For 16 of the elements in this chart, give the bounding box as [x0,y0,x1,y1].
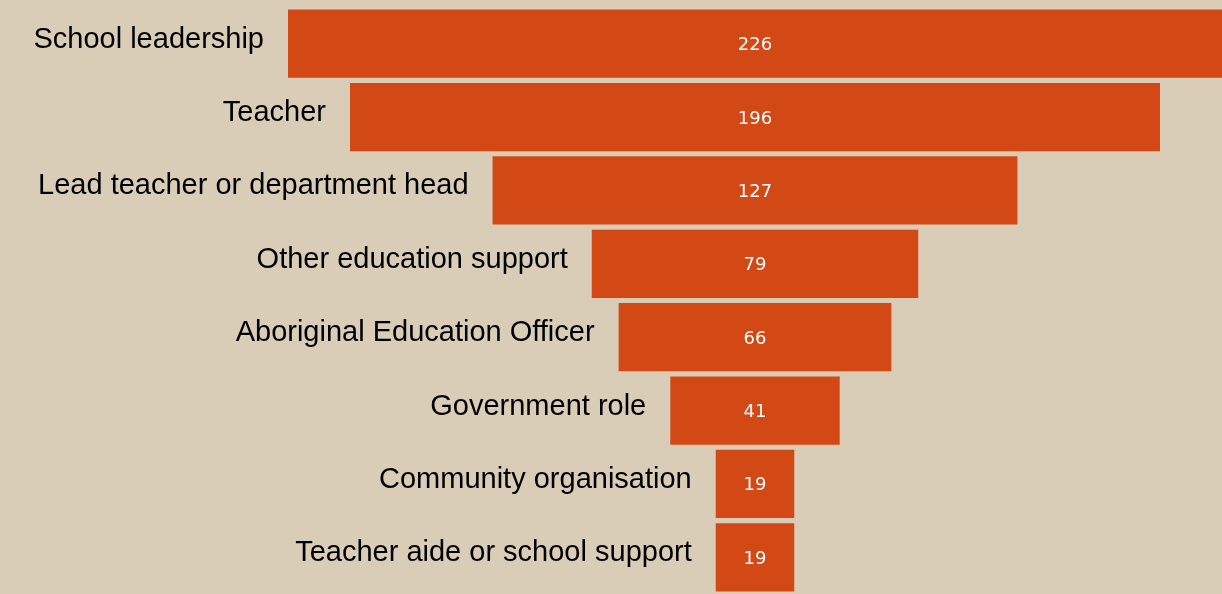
category-label: Aboriginal Education Officer [235,315,595,348]
category-label: Community organisation [379,461,692,494]
category-label: Teacher [222,95,327,128]
category-label: Lead teacher or department head [38,168,469,201]
category-label: School leadership [33,21,264,54]
data-label: 66 [743,326,767,348]
category-label: Teacher aide or school support [295,535,692,568]
category-label: Other education support [256,241,568,274]
category-label: Government role [430,388,647,421]
data-label: 127 [737,179,773,201]
data-label: 226 [737,33,773,55]
data-label: 19 [743,546,767,568]
data-label: 196 [737,106,773,128]
data-label: 79 [743,253,767,275]
data-label: 41 [743,400,767,422]
data-label: 19 [743,473,767,495]
